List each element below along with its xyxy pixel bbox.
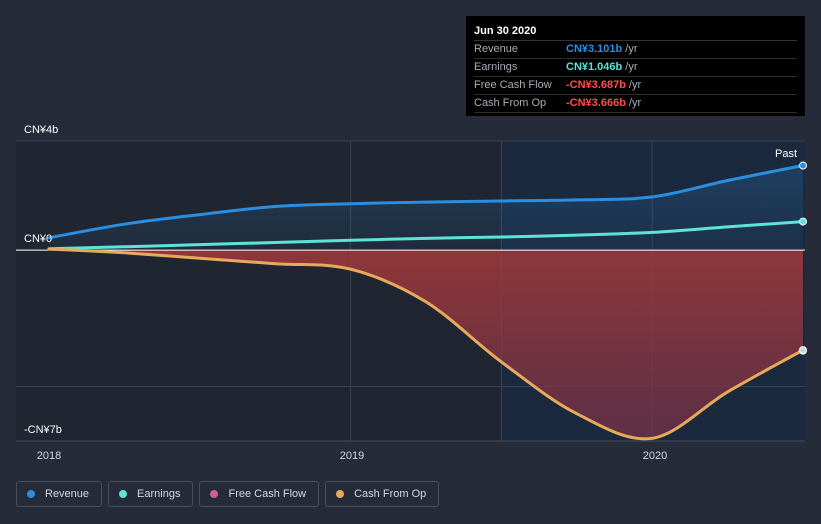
tooltip-unit: /yr: [628, 79, 642, 91]
legend-label: Earnings: [137, 488, 181, 500]
y-axis-label-zero: CN¥0: [24, 233, 52, 245]
y-axis-label-top: CN¥4b: [24, 124, 58, 136]
legend-item-free-cash-flow[interactable]: Free Cash Flow: [199, 481, 320, 507]
y-axis-label-bottom: -CN¥7b: [24, 424, 62, 436]
tooltip-row-free-cash-flow: Free Cash Flow -CN¥3.687b /yr: [474, 77, 797, 95]
series-end-dots: [799, 161, 807, 355]
legend-label: Free Cash Flow: [228, 488, 307, 500]
tooltip-label: Earnings: [474, 61, 518, 73]
area-free-cash-flow: [49, 248, 803, 439]
x-tick-label-2019: 2019: [340, 450, 364, 462]
line-revenue: [47, 164, 805, 240]
series-lines: [47, 164, 805, 441]
line-cash-from-op: [47, 247, 805, 441]
legend-label: Revenue: [45, 488, 90, 500]
tooltip-unit: /yr: [628, 97, 642, 109]
line-earnings: [47, 220, 805, 251]
legend-label: Cash From Op: [354, 488, 427, 500]
legend-item-revenue[interactable]: Revenue: [16, 481, 103, 507]
tooltip-label: Free Cash Flow: [474, 79, 552, 91]
x-tick-label-2018: 2018: [37, 450, 61, 462]
tooltip-row-revenue: Revenue CN¥3.101b /yr: [474, 41, 797, 59]
tooltip-row-cash-from-op: Cash From Op -CN¥3.666b /yr: [474, 95, 797, 113]
tooltip-value: CN¥1.046b: [566, 61, 623, 73]
past-label: Past: [775, 148, 797, 160]
tooltip-unit: /yr: [625, 61, 638, 73]
legend-item-cash-from-op[interactable]: Cash From Op: [325, 481, 440, 507]
series-areas: [49, 165, 803, 439]
x-tick-label-2020: 2020: [643, 450, 667, 462]
end-point-revenue: [799, 161, 807, 170]
legend-dot-icon: [119, 490, 128, 498]
tooltip-date: Jun 30 2020: [474, 24, 797, 41]
tooltip-label: Cash From Op: [474, 97, 547, 109]
end-point-cash-from-op: [799, 346, 807, 355]
tooltip-value: CN¥3.101b: [566, 43, 623, 55]
tooltip-value: -CN¥3.687b: [566, 79, 626, 91]
legend-dot-icon: [336, 490, 345, 498]
legend: Revenue Earnings Free Cash Flow Cash Fro…: [16, 481, 445, 507]
tooltip-row-earnings: Earnings CN¥1.046b /yr: [474, 59, 797, 77]
tooltip-value: -CN¥3.666b: [566, 97, 626, 109]
tooltip: Jun 30 2020 Revenue CN¥3.101b /yr Earnin…: [466, 16, 805, 116]
legend-item-earnings[interactable]: Earnings: [108, 481, 194, 507]
end-point-earnings: [799, 217, 807, 226]
legend-dot-icon: [27, 490, 35, 498]
tooltip-label: Revenue: [474, 43, 519, 55]
legend-dot-icon: [210, 490, 219, 498]
area-revenue: [49, 165, 803, 251]
tooltip-unit: /yr: [625, 43, 638, 55]
